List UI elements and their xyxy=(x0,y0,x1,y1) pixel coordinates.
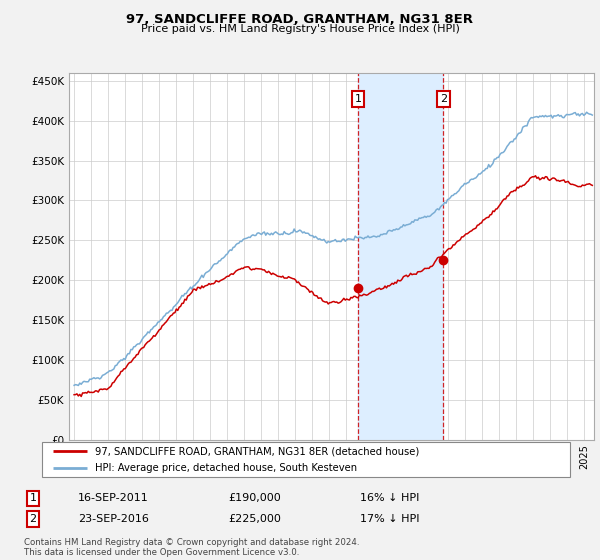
Text: Price paid vs. HM Land Registry's House Price Index (HPI): Price paid vs. HM Land Registry's House … xyxy=(140,24,460,34)
FancyBboxPatch shape xyxy=(42,442,570,477)
Text: 17% ↓ HPI: 17% ↓ HPI xyxy=(360,514,419,524)
Text: 23-SEP-2016: 23-SEP-2016 xyxy=(78,514,149,524)
Text: 2: 2 xyxy=(29,514,37,524)
Text: Contains HM Land Registry data © Crown copyright and database right 2024.
This d: Contains HM Land Registry data © Crown c… xyxy=(24,538,359,557)
Text: 1: 1 xyxy=(29,493,37,503)
Text: HPI: Average price, detached house, South Kesteven: HPI: Average price, detached house, Sout… xyxy=(95,464,357,473)
Text: 2: 2 xyxy=(440,94,447,104)
Text: 97, SANDCLIFFE ROAD, GRANTHAM, NG31 8ER: 97, SANDCLIFFE ROAD, GRANTHAM, NG31 8ER xyxy=(127,13,473,26)
Text: 1: 1 xyxy=(355,94,362,104)
Text: £225,000: £225,000 xyxy=(228,514,281,524)
Text: £190,000: £190,000 xyxy=(228,493,281,503)
Text: 16-SEP-2011: 16-SEP-2011 xyxy=(78,493,149,503)
Bar xyxy=(358,73,443,440)
Text: 16% ↓ HPI: 16% ↓ HPI xyxy=(360,493,419,503)
Text: 97, SANDCLIFFE ROAD, GRANTHAM, NG31 8ER (detached house): 97, SANDCLIFFE ROAD, GRANTHAM, NG31 8ER … xyxy=(95,446,419,456)
